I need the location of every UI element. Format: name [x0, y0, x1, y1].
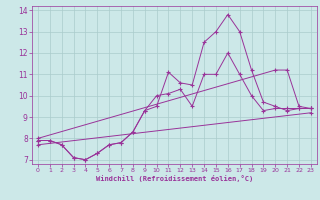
X-axis label: Windchill (Refroidissement éolien,°C): Windchill (Refroidissement éolien,°C): [96, 175, 253, 182]
